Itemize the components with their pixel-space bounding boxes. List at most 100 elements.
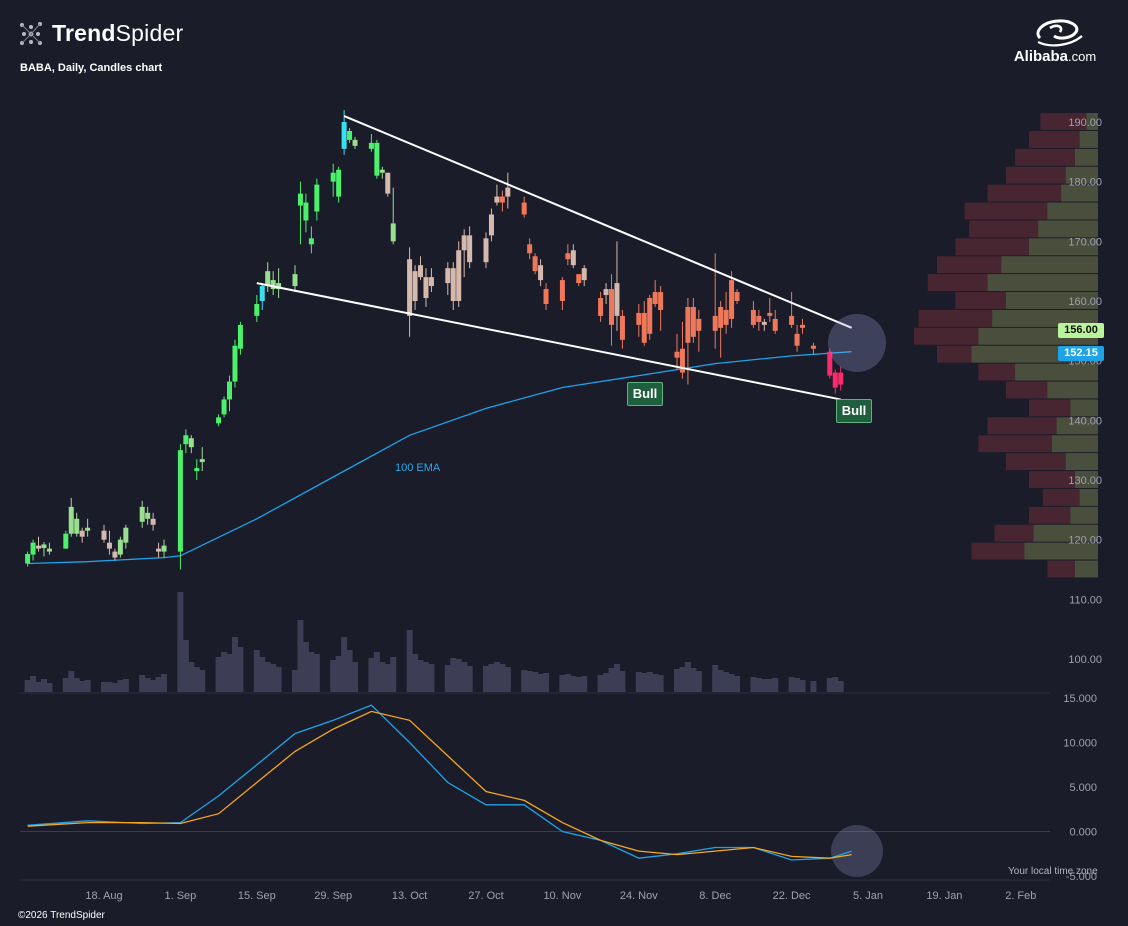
candle-body <box>117 539 123 555</box>
candle-body <box>712 315 718 331</box>
candle-body <box>112 551 118 558</box>
candle-body <box>156 548 162 552</box>
candle-body <box>106 542 112 549</box>
volume-bar <box>690 668 697 692</box>
volume-bar <box>422 662 429 692</box>
price-tick-label: 180.00 <box>1068 177 1102 189</box>
volume-bar <box>619 671 626 692</box>
candle-body <box>696 318 702 331</box>
candle-body <box>690 306 696 337</box>
volume-bar <box>379 662 386 692</box>
volume-bar <box>275 667 282 692</box>
candle-body <box>265 271 271 287</box>
price-tick-label: 120.00 <box>1068 535 1102 547</box>
candle-body <box>68 506 74 534</box>
oscillator-tick-label: 0.000 <box>1069 827 1097 839</box>
volume-bar <box>237 647 244 692</box>
volume-bar <box>30 676 37 692</box>
volume-profile-buy-bar <box>1065 166 1098 184</box>
price-tick-label: 160.00 <box>1068 296 1102 308</box>
candle-body <box>336 169 342 197</box>
candle-body <box>488 214 494 236</box>
volume-bar <box>597 675 604 692</box>
volume-bar <box>302 642 309 692</box>
bull-signal-2[interactable]: Bull <box>836 399 872 423</box>
volume-bar <box>101 682 107 692</box>
candle-body <box>641 312 647 343</box>
volume-bar <box>810 681 817 692</box>
volume-bar <box>461 662 468 692</box>
volume-bar <box>106 682 113 692</box>
grid-layer <box>20 692 1050 881</box>
candle-body <box>576 274 582 284</box>
candle-body <box>570 250 576 266</box>
volume-profile-sell-bar <box>1040 113 1098 130</box>
candlestick-series[interactable] <box>25 110 844 570</box>
candle-body <box>636 312 642 325</box>
volume-bar <box>84 680 91 692</box>
candle-body <box>461 235 467 251</box>
oscillator-highlight <box>831 825 883 877</box>
candle-body <box>483 238 489 263</box>
volume-bar <box>466 666 473 692</box>
candle-body <box>456 250 462 301</box>
candle-body <box>827 351 833 376</box>
candle-body <box>139 506 145 522</box>
candle-body <box>177 450 183 552</box>
volume-bar <box>543 673 550 692</box>
candle-body <box>259 286 265 301</box>
volume-bar <box>313 654 320 692</box>
candle-body <box>412 271 418 301</box>
candle-body <box>385 172 391 194</box>
volume-profile-buy-bar <box>1056 417 1098 435</box>
candle-body <box>221 399 227 415</box>
candle-body <box>254 303 260 316</box>
volume-bar <box>264 662 271 692</box>
candle-body <box>527 244 533 254</box>
candle-body <box>679 348 685 373</box>
volume-bar <box>341 637 348 692</box>
candle-body <box>352 139 358 146</box>
volume-bar <box>199 670 206 692</box>
volume-bar <box>799 680 806 692</box>
volume-bar <box>226 654 233 692</box>
volume-bar <box>161 674 168 692</box>
time-tick-label: 5. Jan <box>853 890 883 902</box>
volume-bar <box>657 675 664 692</box>
ema-price-tag: 152.15 <box>1058 346 1104 361</box>
volume-bar <box>674 669 680 692</box>
volume-bar <box>794 678 801 692</box>
trendline-upper <box>343 115 853 329</box>
candle-body <box>614 283 620 316</box>
time-tick-label: 19. Jan <box>926 890 962 902</box>
price-tick-label: 170.00 <box>1068 236 1102 248</box>
volume-bar <box>532 672 539 692</box>
candle-body <box>46 548 52 552</box>
trendspider-dots-icon <box>20 21 42 45</box>
candle-body <box>303 202 309 221</box>
volume-bar <box>373 652 380 692</box>
volume-bar <box>728 674 735 692</box>
volume-bar <box>526 671 533 692</box>
volume-bar <box>652 674 659 692</box>
volume-bar <box>734 676 741 692</box>
volume-bar <box>455 659 462 692</box>
volume-bar <box>575 677 582 692</box>
candle-body <box>379 169 385 173</box>
volume-bar <box>270 664 277 692</box>
volume-profile-buy-bar <box>1070 506 1098 524</box>
volume-profile <box>914 113 1098 578</box>
volume-bar <box>330 660 337 692</box>
time-tick-label: 18. Aug <box>85 890 122 902</box>
wedge-trendlines[interactable] <box>256 115 853 401</box>
bull-signal-1[interactable]: Bull <box>627 382 663 406</box>
volume-bar <box>613 664 620 692</box>
candle-body <box>63 533 69 549</box>
volume-bar <box>122 679 129 692</box>
volume-bar <box>231 637 238 692</box>
volume-bar <box>46 683 53 692</box>
candle-body <box>216 417 222 424</box>
candle-body <box>538 265 544 281</box>
volume-bar <box>788 677 795 692</box>
